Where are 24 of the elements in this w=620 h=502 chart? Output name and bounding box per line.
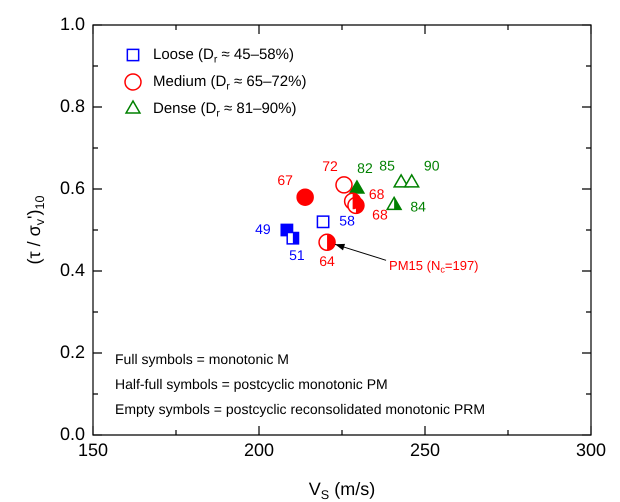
annotation: 49: [255, 220, 271, 237]
annotation: 84: [410, 198, 426, 214]
x-tick-label: 250: [410, 440, 440, 460]
y-tick-label: 0.6: [60, 178, 86, 198]
y-tick-label: 0.2: [60, 342, 86, 362]
annotation: Full symbols = monotonic M: [115, 350, 289, 367]
annotation: 64: [319, 253, 336, 270]
annotation: Empty symbols = postcyclic reconsolidated monotonic PRM: [115, 400, 485, 417]
annotation: Half-full symbols = postcyclic monotonic PM: [115, 376, 388, 392]
y-axis-title: (τ / σv')10: [24, 196, 47, 264]
y-tick-label: 0.8: [60, 96, 86, 116]
annotation: 51: [289, 247, 305, 264]
annotation: 72: [322, 158, 338, 174]
annotation: 85: [379, 158, 396, 174]
annotation: 68: [368, 186, 385, 202]
annotation: 67: [277, 172, 294, 188]
y-tick-label: 1.0: [60, 14, 86, 34]
annotation: 90: [424, 158, 440, 174]
y-tick-label: 0.4: [60, 260, 86, 280]
annotation: 82: [357, 160, 373, 176]
annotation: 58: [339, 212, 356, 229]
x-tick-label: 300: [576, 440, 606, 460]
x-tick-label: 200: [244, 440, 274, 460]
annotation: 68: [372, 206, 388, 222]
